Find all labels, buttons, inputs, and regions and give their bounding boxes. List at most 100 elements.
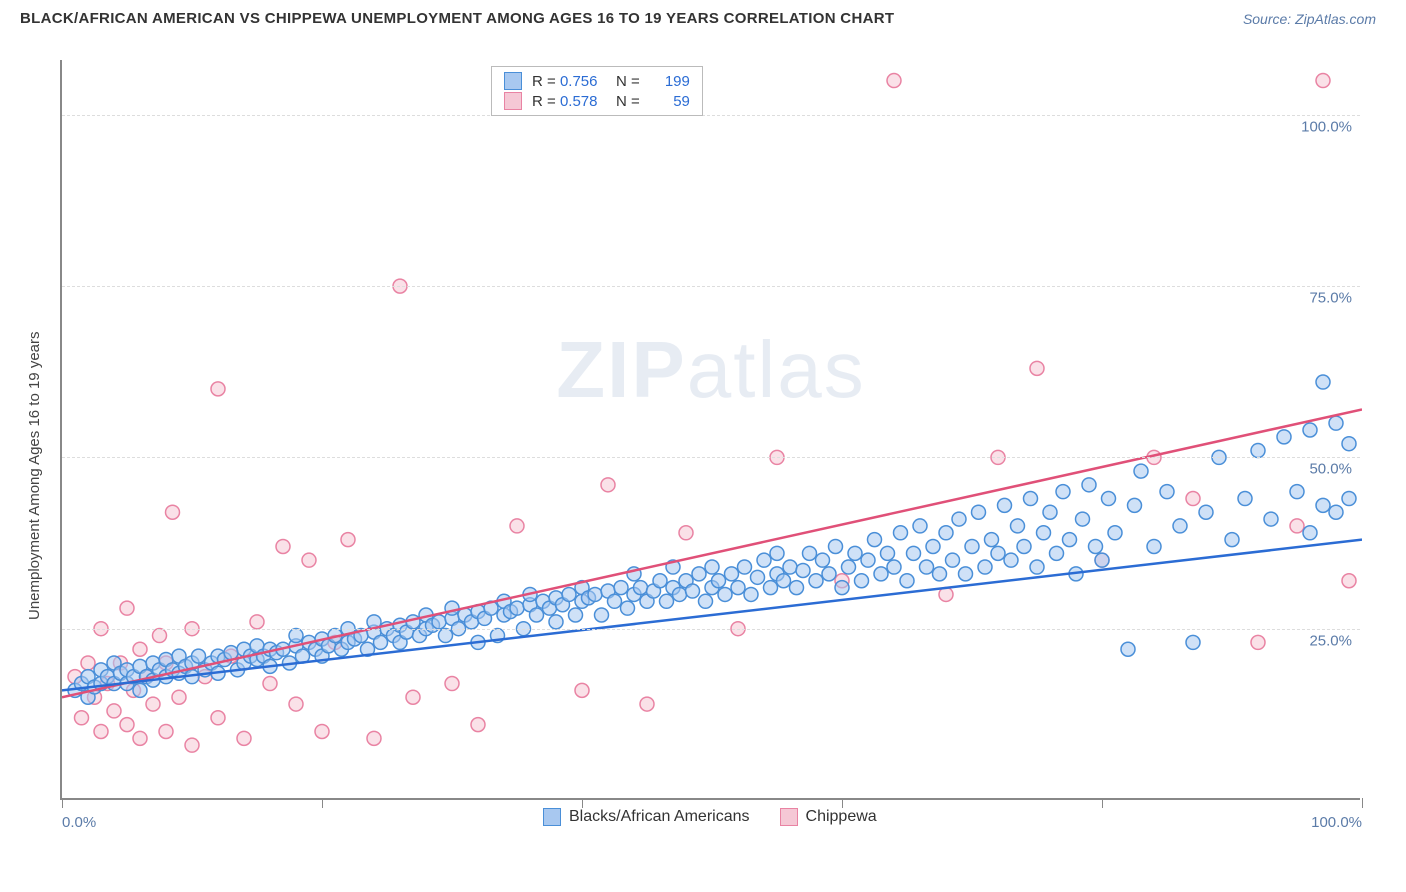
scatter-point bbox=[153, 629, 167, 643]
scatter-point bbox=[1303, 526, 1317, 540]
scatter-point bbox=[634, 581, 648, 595]
legend-r-label: R = 0.756 bbox=[532, 73, 606, 90]
legend-item: Chippewa bbox=[780, 808, 877, 826]
scatter-point bbox=[1199, 505, 1213, 519]
scatter-point bbox=[738, 560, 752, 574]
scatter-point bbox=[751, 570, 765, 584]
scatter-point bbox=[192, 649, 206, 663]
scatter-point bbox=[341, 533, 355, 547]
scatter-point bbox=[133, 731, 147, 745]
legend-r-label: R = 0.578 bbox=[532, 93, 606, 110]
scatter-point bbox=[1290, 519, 1304, 533]
scatter-point bbox=[913, 519, 927, 533]
scatter-point bbox=[874, 567, 888, 581]
scatter-point bbox=[868, 533, 882, 547]
legend-r-value: 0.578 bbox=[560, 93, 606, 110]
scatter-point bbox=[842, 560, 856, 574]
y-tick-label: 100.0% bbox=[1301, 118, 1352, 135]
x-tick-label: 0.0% bbox=[62, 814, 96, 831]
scatter-point bbox=[952, 512, 966, 526]
y-axis-label: Unemployment Among Ages 16 to 19 years bbox=[26, 331, 43, 620]
scatter-point bbox=[81, 656, 95, 670]
scatter-point bbox=[1056, 485, 1070, 499]
scatter-point bbox=[933, 567, 947, 581]
scatter-point bbox=[1147, 539, 1161, 553]
scatter-point bbox=[829, 539, 843, 553]
scatter-point bbox=[777, 574, 791, 588]
scatter-point bbox=[569, 608, 583, 622]
scatter-point bbox=[1225, 533, 1239, 547]
scatter-point bbox=[822, 567, 836, 581]
scatter-point bbox=[94, 724, 108, 738]
scatter-point bbox=[1128, 498, 1142, 512]
legend-swatch bbox=[780, 808, 798, 826]
scatter-point bbox=[1186, 635, 1200, 649]
scatter-point bbox=[1238, 492, 1252, 506]
scatter-point bbox=[510, 601, 524, 615]
scatter-point bbox=[1342, 437, 1356, 451]
legend-row: R = 0.756N = 199 bbox=[504, 72, 690, 90]
scatter-point bbox=[725, 567, 739, 581]
scatter-point bbox=[374, 635, 388, 649]
scatter-point bbox=[107, 704, 121, 718]
scatter-point bbox=[1160, 485, 1174, 499]
scatter-point bbox=[530, 608, 544, 622]
scatter-point bbox=[432, 615, 446, 629]
scatter-point bbox=[1264, 512, 1278, 526]
scatter-point bbox=[972, 505, 986, 519]
scatter-point bbox=[920, 560, 934, 574]
scatter-point bbox=[764, 581, 778, 595]
scatter-point bbox=[900, 574, 914, 588]
y-tick-label: 25.0% bbox=[1309, 632, 1352, 649]
scatter-point bbox=[120, 718, 134, 732]
scatter-point bbox=[595, 608, 609, 622]
legend-item: Blacks/African Americans bbox=[543, 808, 750, 826]
scatter-point bbox=[816, 553, 830, 567]
scatter-point bbox=[211, 711, 225, 725]
scatter-point bbox=[640, 697, 654, 711]
scatter-point bbox=[120, 601, 134, 615]
scatter-point bbox=[686, 584, 700, 598]
scatter-point bbox=[1076, 512, 1090, 526]
scatter-point bbox=[159, 724, 173, 738]
scatter-point bbox=[887, 74, 901, 88]
scatter-point bbox=[965, 539, 979, 553]
legend-row: R = 0.578N = 59 bbox=[504, 92, 690, 110]
legend-swatch bbox=[543, 808, 561, 826]
scatter-point bbox=[991, 546, 1005, 560]
scatter-point bbox=[471, 718, 485, 732]
legend-swatch bbox=[504, 92, 522, 110]
x-tick-label: 100.0% bbox=[1311, 814, 1362, 831]
scatter-point bbox=[1037, 526, 1051, 540]
scatter-point bbox=[926, 539, 940, 553]
scatter-point bbox=[276, 539, 290, 553]
scatter-point bbox=[445, 677, 459, 691]
scatter-point bbox=[1342, 492, 1356, 506]
scatter-point bbox=[1063, 533, 1077, 547]
scatter-point bbox=[1173, 519, 1187, 533]
scatter-point bbox=[1017, 539, 1031, 553]
scatter-point bbox=[1030, 560, 1044, 574]
scatter-point bbox=[718, 587, 732, 601]
chart-title: BLACK/AFRICAN AMERICAN VS CHIPPEWA UNEMP… bbox=[20, 10, 894, 27]
gridline-h bbox=[62, 286, 1360, 287]
trend-line bbox=[62, 409, 1362, 697]
scatter-point bbox=[575, 683, 589, 697]
scatter-point bbox=[1134, 464, 1148, 478]
scatter-point bbox=[692, 567, 706, 581]
scatter-point bbox=[406, 690, 420, 704]
x-tick bbox=[62, 798, 63, 808]
legend-r-value: 0.756 bbox=[560, 73, 606, 90]
plot-area: ZIPatlas 25.0%50.0%75.0%100.0%0.0%100.0%… bbox=[60, 60, 1360, 800]
scatter-point bbox=[1082, 478, 1096, 492]
series-legend: Blacks/African Americans Chippewa bbox=[543, 808, 877, 826]
scatter-point bbox=[757, 553, 771, 567]
correlation-legend: R = 0.756N = 199 R = 0.578N = 59 bbox=[491, 66, 703, 116]
scatter-point bbox=[315, 724, 329, 738]
scatter-point bbox=[1089, 539, 1103, 553]
scatter-point bbox=[1108, 526, 1122, 540]
scatter-point bbox=[172, 690, 186, 704]
x-tick bbox=[582, 798, 583, 808]
scatter-point bbox=[1329, 505, 1343, 519]
x-tick bbox=[1102, 798, 1103, 808]
